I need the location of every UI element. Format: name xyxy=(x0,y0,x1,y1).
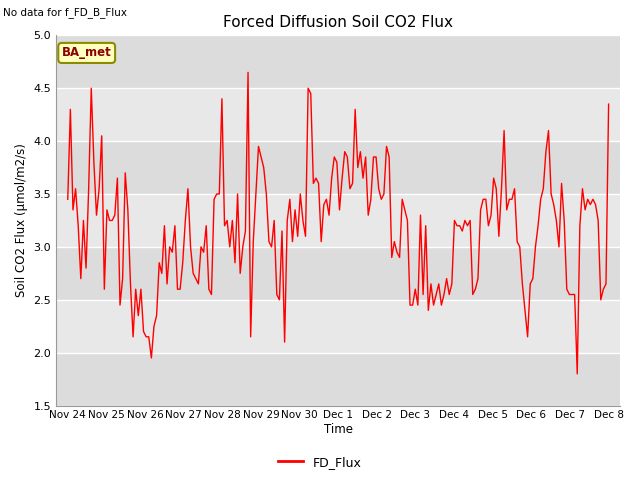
Bar xyxy=(56,247,620,300)
Title: Forced Diffusion Soil CO2 Flux: Forced Diffusion Soil CO2 Flux xyxy=(223,15,453,30)
Text: BA_met: BA_met xyxy=(62,47,111,60)
Bar xyxy=(56,353,620,406)
Legend: FD_Flux: FD_Flux xyxy=(273,451,367,474)
Bar xyxy=(56,88,620,141)
Bar xyxy=(56,36,620,88)
Bar xyxy=(56,194,620,247)
Bar xyxy=(56,141,620,194)
Bar xyxy=(56,300,620,353)
Y-axis label: Soil CO2 Flux (μmol/m2/s): Soil CO2 Flux (μmol/m2/s) xyxy=(15,144,28,298)
X-axis label: Time: Time xyxy=(324,423,353,436)
Text: No data for f_FD_B_Flux: No data for f_FD_B_Flux xyxy=(3,7,127,18)
